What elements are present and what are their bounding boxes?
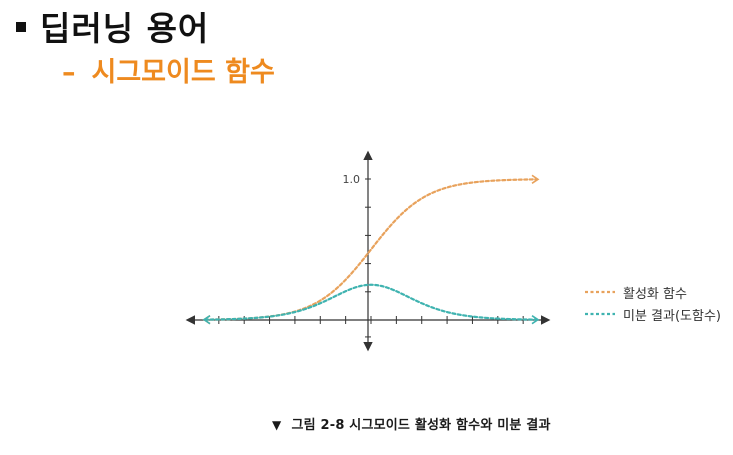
ticks-layer [218,178,524,338]
labels-layer: 1.0 [343,173,361,186]
y-tick-label: 1.0 [343,173,361,186]
legend-swatch-sigmoid [585,290,615,294]
series-layer [202,174,540,325]
slide-subtitle: – 시그모이드 함수 [62,50,275,89]
chart-legend: 활성화 함수 미분 결과(도함수) [585,281,721,325]
legend-item-derivative: 미분 결과(도함수) [585,303,721,325]
slide-title-text: 딥러닝 용어 [40,9,210,48]
slide-subtitle-text: 시그모이드 함수 [91,57,275,88]
series-derivative-line [203,283,539,321]
series-derivative-arrow-left [202,314,211,325]
caption-triangle-icon: ▼ [272,418,282,432]
sigmoid-figure: 1.0 [180,140,720,360]
legend-label-sigmoid: 활성화 함수 [623,286,687,302]
legend-item-sigmoid: 활성화 함수 [585,281,721,303]
subtitle-dash: – [62,57,76,88]
bullet-square-icon [16,21,26,32]
axes-layer [185,150,551,352]
figure-caption: ▼ 그림 2-8 시그모이드 활성화 함수와 미분 결과 [272,414,551,433]
sigmoid-chart: 1.0 [185,150,551,352]
figure-caption-text: 그림 2-8 시그모이드 활성화 함수와 미분 결과 [291,418,551,433]
series-sigmoid-arrow-right [531,174,540,185]
legend-swatch-derivative [585,312,615,316]
series-derivative-arrow-right [531,314,540,325]
slide-title: 딥러닝 용어 [16,2,209,50]
legend-label-derivative: 미분 결과(도함수) [623,308,721,324]
